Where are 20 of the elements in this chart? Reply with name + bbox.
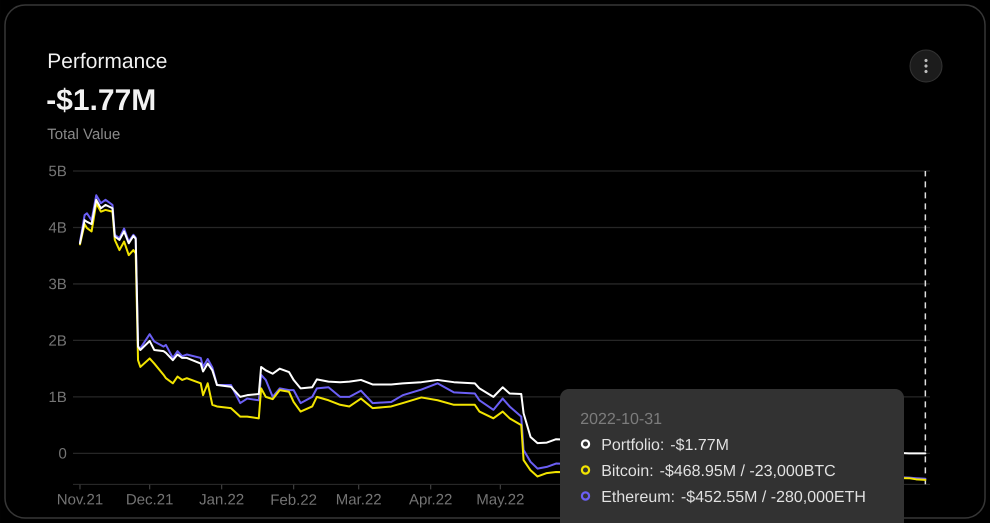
x-tick-label: Apr.22 bbox=[409, 494, 452, 508]
x-tick-label: Nov.21 bbox=[58, 494, 102, 505]
annotation: 2022-10-31 bbox=[581, 412, 662, 424]
x-tick-label: May.22 bbox=[478, 494, 524, 508]
y-tick-label: 0 bbox=[59, 448, 66, 459]
chart-subtitle: -$1.77M bbox=[47, 88, 154, 112]
x-tick-label: Feb.22 bbox=[272, 494, 316, 505]
text: Total Value bbox=[48, 128, 120, 140]
y-tick-label: 5B bbox=[49, 166, 66, 176]
x-tick-label: Mar.22 bbox=[336, 494, 381, 505]
x-tick-label: Dec.21 bbox=[127, 494, 173, 505]
x-tick-label: Jan.22 bbox=[199, 494, 244, 505]
y-tick-label: 4B bbox=[48, 222, 66, 233]
y-tick-label: 3B bbox=[49, 278, 66, 290]
y-tick-label: 1B bbox=[50, 392, 66, 402]
annotation: Bitcoin: -$468.95M / -23,000BTC bbox=[602, 464, 836, 478]
annotation: Portfolio: -$1.77M bbox=[602, 438, 728, 452]
text: Ethereum: -$452.55M / -280,000ETH bbox=[602, 490, 865, 504]
chart-title: Performance bbox=[48, 52, 166, 68]
y-tick-label: 2B bbox=[49, 335, 66, 346]
